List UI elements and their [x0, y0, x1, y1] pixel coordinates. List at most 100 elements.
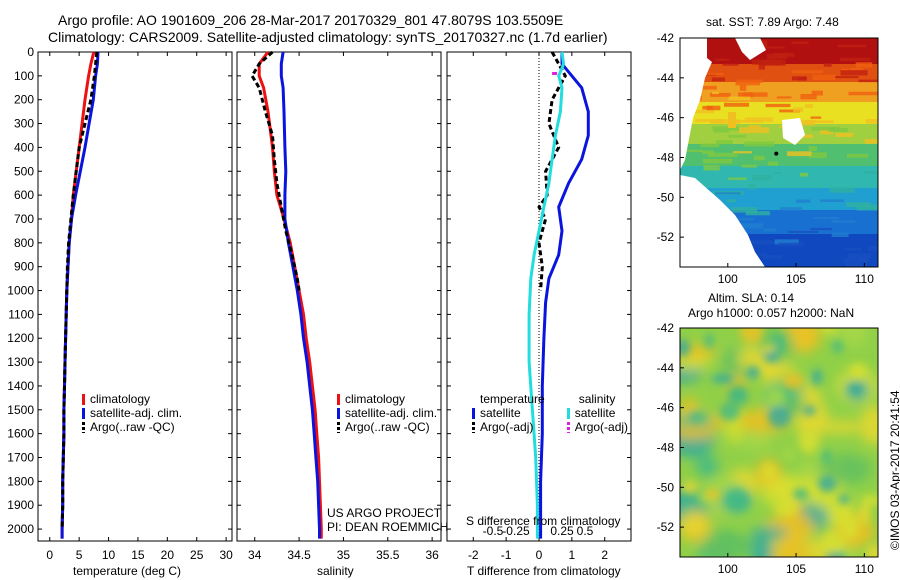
sst-streak — [831, 220, 856, 223]
sst-streak — [793, 107, 803, 112]
land-mask — [680, 175, 765, 267]
sst-streak — [691, 109, 715, 114]
depth-tick-label: 1000 — [7, 284, 34, 298]
sst-streak — [844, 248, 862, 251]
sst-streak — [779, 109, 800, 113]
legend-item-satellite: satellite-adj. clim. — [337, 406, 437, 420]
sla-blob — [767, 405, 791, 428]
sst-streak — [728, 112, 736, 128]
sst-streak — [715, 58, 730, 61]
sst-streak — [758, 64, 766, 70]
sst_map-ytick-label: -50 — [657, 190, 675, 204]
legend-label: satellite-adj. clim. — [90, 406, 183, 420]
land-mask — [735, 38, 766, 60]
sla-blob — [746, 365, 760, 380]
sst-streak — [748, 183, 757, 190]
sst-streak — [804, 120, 834, 124]
depth-tick-label: 100 — [14, 69, 34, 83]
legend-item-climatology: climatology — [337, 392, 437, 406]
sst-streak — [839, 57, 871, 62]
sst-band — [680, 166, 878, 188]
sst-streak — [777, 242, 804, 247]
sla_map-ytick-label: -50 — [657, 480, 675, 494]
temperature-xtick-label: 0 — [46, 548, 53, 562]
sla-blob — [695, 454, 719, 478]
sla-blob — [820, 328, 838, 335]
sla-blob — [783, 447, 795, 461]
sla_map-ytick-label: -52 — [657, 520, 675, 534]
salinity-xtick-label: 34 — [248, 548, 262, 562]
sst-streak — [741, 164, 757, 168]
depth-tick-label: 0 — [27, 45, 34, 59]
sla-blob — [860, 494, 878, 506]
sst-streak — [735, 81, 760, 86]
sst-streak — [701, 150, 715, 155]
sla-blob — [704, 489, 721, 499]
depth-tick-label: 2000 — [7, 522, 34, 536]
legend-header-salinity: salinity — [578, 392, 616, 406]
sst-streak — [703, 165, 720, 171]
land-mask — [680, 38, 712, 170]
sst-streak — [744, 117, 774, 122]
legend-temperature-group: temperature satellite Argo(-adj) — [472, 392, 545, 434]
sst-streak — [763, 228, 777, 232]
sst-streak — [787, 151, 812, 157]
sst-streak — [680, 149, 703, 153]
t-satellite-swatch — [472, 407, 475, 419]
sla-blob — [771, 536, 811, 557]
sst-streak — [774, 52, 795, 57]
sst_map-xtick-label: 105 — [786, 272, 806, 286]
sla-blob — [836, 328, 869, 346]
s-argo-swatch — [566, 421, 570, 433]
sst-streak — [710, 92, 731, 97]
sst-streak — [820, 128, 834, 135]
sst-streak — [724, 102, 750, 107]
sst-streak — [736, 79, 763, 83]
credits-block: US ARGO PROJECT PI: DEAN ROEMMICH — [327, 506, 448, 534]
legend-label: climatology — [90, 392, 151, 406]
temperature-xtick-label: 5 — [76, 548, 83, 562]
depth-tick-label: 200 — [14, 93, 34, 107]
sla-blob — [751, 537, 773, 557]
sst-streak — [835, 76, 859, 79]
argo-swatch — [82, 421, 85, 433]
salinity-satellite-line — [279, 51, 321, 539]
sst-streak — [813, 216, 840, 220]
depth-tick-label: 1200 — [7, 331, 34, 345]
temperature-xtick-label: 20 — [161, 548, 175, 562]
sst-streak — [774, 239, 799, 245]
sst-streak — [711, 77, 725, 82]
sla-blob — [719, 533, 738, 553]
sst-streak — [847, 253, 872, 259]
header-line-1: Argo profile: AO 1901609_206 28-Mar-2017… — [58, 12, 564, 28]
difference-xtick-label: -1 — [501, 548, 512, 562]
credits-line-1: US ARGO PROJECT — [327, 506, 442, 520]
depth-tick-label: 1800 — [7, 474, 34, 488]
climatology-swatch — [82, 393, 85, 405]
sla_map-xtick-label: 100 — [718, 562, 738, 576]
sst-streak — [810, 227, 832, 231]
sst-streak — [829, 187, 855, 193]
sla-blob — [812, 368, 823, 386]
sst-streak — [865, 119, 878, 124]
sst_map-ytick-label: -46 — [657, 111, 675, 125]
legend-label: satellite-adj. clim. — [345, 406, 438, 420]
depth-tick-label: 900 — [14, 260, 34, 274]
temperature-xtick-label: 15 — [131, 548, 145, 562]
sst-streak — [791, 41, 809, 44]
difference-xlabel: T difference from climatology — [467, 564, 621, 578]
sst-streak — [739, 127, 770, 134]
legend-item-argo: Argo(..raw -QC) — [337, 420, 437, 434]
sst-streak — [850, 68, 864, 71]
difference-xtick-label: 2 — [601, 548, 608, 562]
sst-streak — [848, 91, 878, 96]
sst-streak — [744, 141, 775, 147]
legend-item-argo: Argo(..raw -QC) — [82, 420, 182, 434]
sst-map-title: sat. SST: 7.89 Argo: 7.48 — [706, 15, 839, 29]
sst-streak — [715, 139, 733, 145]
sst-streak — [736, 223, 764, 229]
sst-streak — [843, 257, 869, 263]
temperature-axes-frame — [37, 51, 233, 542]
sst-streak — [712, 126, 740, 131]
sst-streak — [811, 90, 823, 96]
